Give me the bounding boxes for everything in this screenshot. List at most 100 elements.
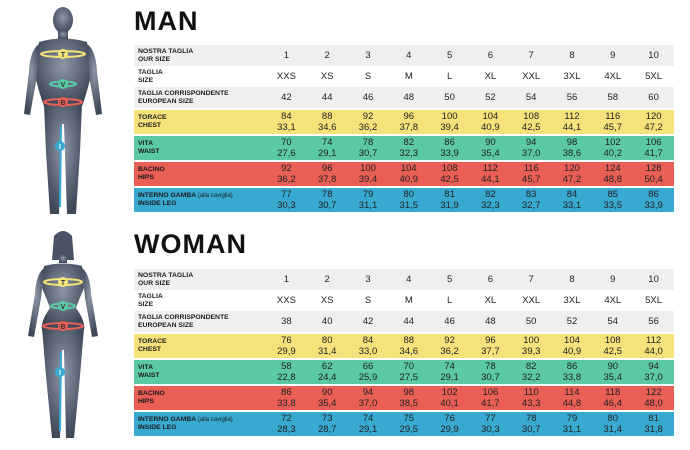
row-label-italian: NOSTRA TAGLIA: [138, 47, 194, 55]
inch-value: 31,9: [440, 200, 459, 211]
inch-value: 38,6: [562, 148, 582, 159]
size-cell: 112 44,0: [633, 332, 674, 359]
row-chest: TORACE CHEST 84 33,1 88 34,6 92 36,2 96 37,8 100 39…: [134, 108, 674, 135]
cm-value: 73: [321, 413, 333, 424]
cm-value: 84: [362, 335, 374, 346]
inch-value: 33,1: [277, 122, 296, 133]
inch-value: 38,5: [399, 398, 419, 409]
inch-value: 30,3: [481, 424, 500, 435]
inch-value: 37,8: [317, 174, 337, 185]
inch-value: 29,9: [440, 424, 459, 435]
size-cell: 9: [592, 269, 634, 290]
inch-value: 31,1: [358, 200, 378, 211]
size-cell: 84 33,1: [551, 186, 593, 212]
inch-value: 27,6: [277, 148, 296, 159]
row-label-english: WAIST: [138, 148, 160, 155]
row-label-italian: BACINO: [138, 390, 165, 397]
inch-value: 28,3: [277, 424, 296, 435]
inch-value: 30,7: [521, 424, 541, 435]
inch-value: 43,3: [521, 398, 541, 409]
inch-value: 32,7: [521, 200, 541, 211]
cm-value: 84: [566, 189, 578, 200]
cm-value: 102: [604, 137, 621, 148]
size-cell: 85 33,5: [592, 186, 634, 212]
inch-value: 44,1: [562, 122, 582, 133]
size-cell: 102 40,2: [592, 134, 634, 161]
cm-value: 102: [441, 387, 458, 398]
cm-value: 79: [362, 189, 374, 200]
cm-value: 83: [525, 189, 537, 200]
size-cell: 98 38,6: [551, 134, 593, 161]
size-cell: 1: [266, 269, 307, 290]
inch-value: 44,1: [481, 174, 500, 185]
cm-value: 96: [485, 335, 496, 346]
size-cell: 7: [510, 269, 552, 290]
hips-marker-icon: [58, 97, 68, 107]
size-cell: XXS: [266, 290, 307, 311]
cm-value: 94: [525, 137, 537, 148]
cm-value: 76: [444, 413, 455, 424]
size-cell: 78 30,7: [469, 358, 511, 385]
row-label-note: (alla caviglia): [197, 193, 233, 199]
size-cell: 116 45,7: [510, 160, 552, 187]
size-cell: 98 38,5: [388, 384, 430, 411]
cm-value: 90: [321, 387, 333, 398]
cm-value: 100: [441, 111, 458, 122]
size-cell: S: [347, 66, 389, 87]
size-cell: 72 28,3: [266, 410, 307, 436]
size-cell: 86 33,8: [266, 384, 307, 411]
row-label-english: CHEST: [138, 122, 162, 129]
size-cell: 88 34,6: [306, 108, 348, 135]
inside-leg-marker-icon: [55, 141, 65, 151]
inch-value: 25,9: [358, 372, 378, 383]
row-label: NOSTRA TAGLIA OUR SIZE: [134, 45, 266, 66]
inch-value: 37,0: [521, 148, 541, 159]
cm-value: 78: [525, 413, 537, 424]
row-label-italian: TORACE: [138, 114, 167, 121]
row-label-english: HIPS: [138, 174, 154, 181]
inch-value: 50,4: [644, 174, 663, 185]
chest-marker-icon: [58, 277, 68, 287]
inch-value: 45,7: [521, 174, 541, 185]
size-cell: S: [347, 290, 389, 311]
size-cell: 118 46,4: [592, 384, 634, 411]
size-cell: 48: [388, 87, 430, 109]
chest-marker-letter: T: [61, 52, 66, 59]
size-cell: 3XL: [551, 66, 593, 87]
size-cell: 82 32,2: [510, 358, 552, 385]
man-body-figure: T V B I: [4, 2, 122, 224]
cm-value: 96: [321, 163, 333, 174]
cm-value: 80: [403, 189, 415, 200]
inch-value: 30,7: [358, 148, 378, 159]
cm-value: 100: [360, 163, 376, 174]
inch-value: 32,3: [399, 148, 419, 159]
cm-value: 66: [362, 361, 374, 372]
size-cell: 108 42,5: [510, 108, 552, 135]
row-label: TORACE CHEST: [134, 108, 266, 135]
row-label-italian: BACINO: [138, 166, 165, 173]
size-cell: 52: [469, 87, 511, 109]
inch-value: 36,2: [358, 122, 378, 133]
inch-value: 33,9: [440, 148, 459, 159]
cm-value: 122: [645, 387, 662, 398]
row-european-size: TAGLIA CORRISPONDENTE EUROPEAN SIZE 38 40 42…: [134, 311, 674, 333]
inch-value: 36,2: [440, 346, 459, 357]
inch-value: 34,6: [399, 346, 419, 357]
cm-value: 108: [441, 163, 458, 174]
cm-value: 81: [648, 413, 659, 424]
inch-value: 47,2: [562, 174, 582, 185]
size-cell: 10: [633, 269, 674, 290]
size-cell: 84 33,1: [266, 108, 307, 135]
size-cell: 5XL: [633, 290, 674, 311]
inch-value: 29,5: [399, 424, 419, 435]
row-european-size: TAGLIA CORRISPONDENTE EUROPEAN SIZE 42 44 46…: [134, 87, 674, 109]
size-cell: 110 43,3: [510, 384, 552, 411]
row-label-italian: VITA: [138, 364, 153, 371]
row-label: VITA WAIST: [134, 134, 266, 161]
inch-value: 44,0: [644, 346, 663, 357]
inch-value: 36,2: [277, 174, 296, 185]
row-inside-leg: INTERNO GAMBA (alla caviglia) INSIDE LEG 7…: [134, 410, 674, 436]
cm-value: 86: [566, 361, 578, 372]
size-cell: 62 24,4: [306, 358, 348, 385]
size-cell: 8: [551, 45, 593, 66]
